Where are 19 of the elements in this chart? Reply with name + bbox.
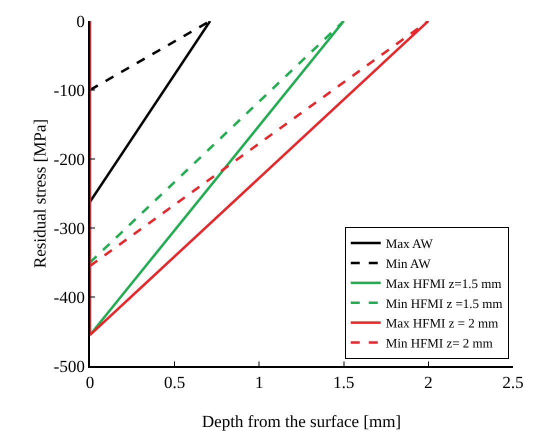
legend-label: Min HFMI z =1.5 mm [386,296,503,311]
legend-label: Max AW [386,236,434,252]
legend-label: Max HFMI z=1.5 mm [386,276,502,291]
x-tick-label: 0.5 [164,373,186,392]
legend-label: Min HFMI z= 2 mm [386,336,493,351]
y-tick-label: -500 [54,356,85,376]
legend-label: Max HFMI z = 2 mm [386,316,498,331]
x-axis-title: Depth from the surface [mm] [202,412,402,431]
x-tick-label: 1.5 [333,373,354,392]
x-tick-label: 2 [424,373,433,392]
y-tick-label: -400 [54,288,85,307]
y-tick-label: -100 [54,80,85,100]
legend-label: Min AW [386,256,432,272]
y-axis-title: Residual stress [MPa] [30,118,50,268]
y-tick-label: 0 [76,12,85,31]
x-tick-label: 2.5 [502,373,524,392]
y-tick-label: -200 [54,150,85,169]
y-tick-label: -300 [54,218,85,238]
x-tick-label: 1 [254,373,264,392]
